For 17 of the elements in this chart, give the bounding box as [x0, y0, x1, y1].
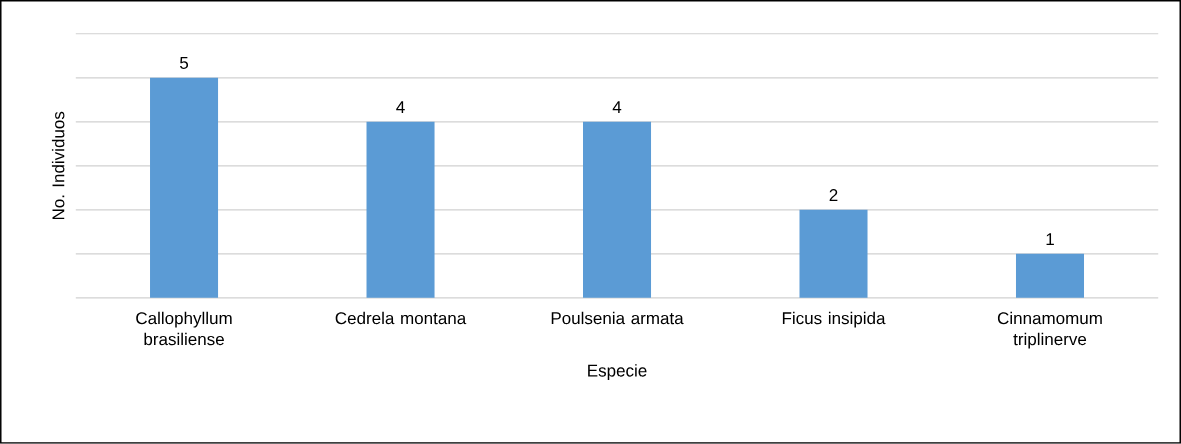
x-tick-label: Ficus insipida: [782, 311, 886, 328]
data-label: 5: [179, 57, 189, 70]
bar: [150, 77, 219, 299]
bar: [1015, 254, 1085, 299]
bar: [583, 121, 652, 299]
bar: [799, 209, 868, 299]
data-label: 4: [396, 101, 405, 114]
data-label: 1: [1046, 233, 1054, 246]
x-tick-label: Poulsenia armata: [551, 311, 684, 325]
x-tick-label: Cinnamomum triplinerve: [997, 311, 1102, 349]
x-tick-label: Cedrela montana: [335, 311, 467, 325]
bar: [366, 121, 435, 299]
data-label: 2: [829, 189, 838, 202]
y-axis-title: No. Individuos: [51, 111, 65, 220]
data-label: 4: [612, 101, 622, 114]
x-axis-title: Especie: [588, 364, 647, 381]
x-tick-label: Callophyllum brasiliense: [136, 311, 232, 346]
